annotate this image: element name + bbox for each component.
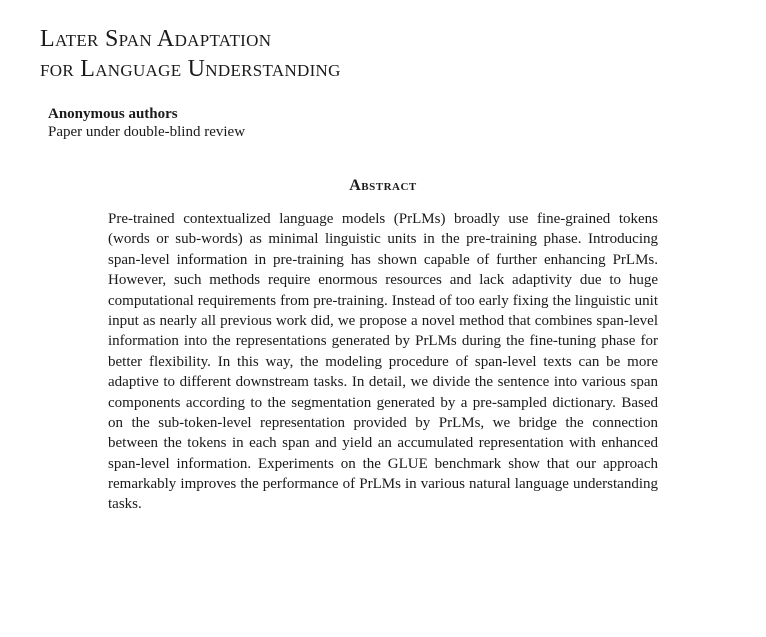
abstract-heading: Abstract [40, 177, 726, 195]
authors-label: Anonymous authors [48, 106, 726, 123]
paper-page: Later Span Adaptation for Language Under… [0, 0, 766, 637]
authors-block: Anonymous authors Paper under double-bli… [48, 106, 726, 141]
review-note: Paper under double-blind review [48, 124, 726, 141]
abstract-body: Pre-trained contextualized language mode… [108, 209, 658, 515]
title-line-1: Later Span Adaptation [40, 26, 271, 52]
paper-title: Later Span Adaptation for Language Under… [40, 24, 726, 84]
title-line-2: for Language Understanding [40, 56, 341, 82]
